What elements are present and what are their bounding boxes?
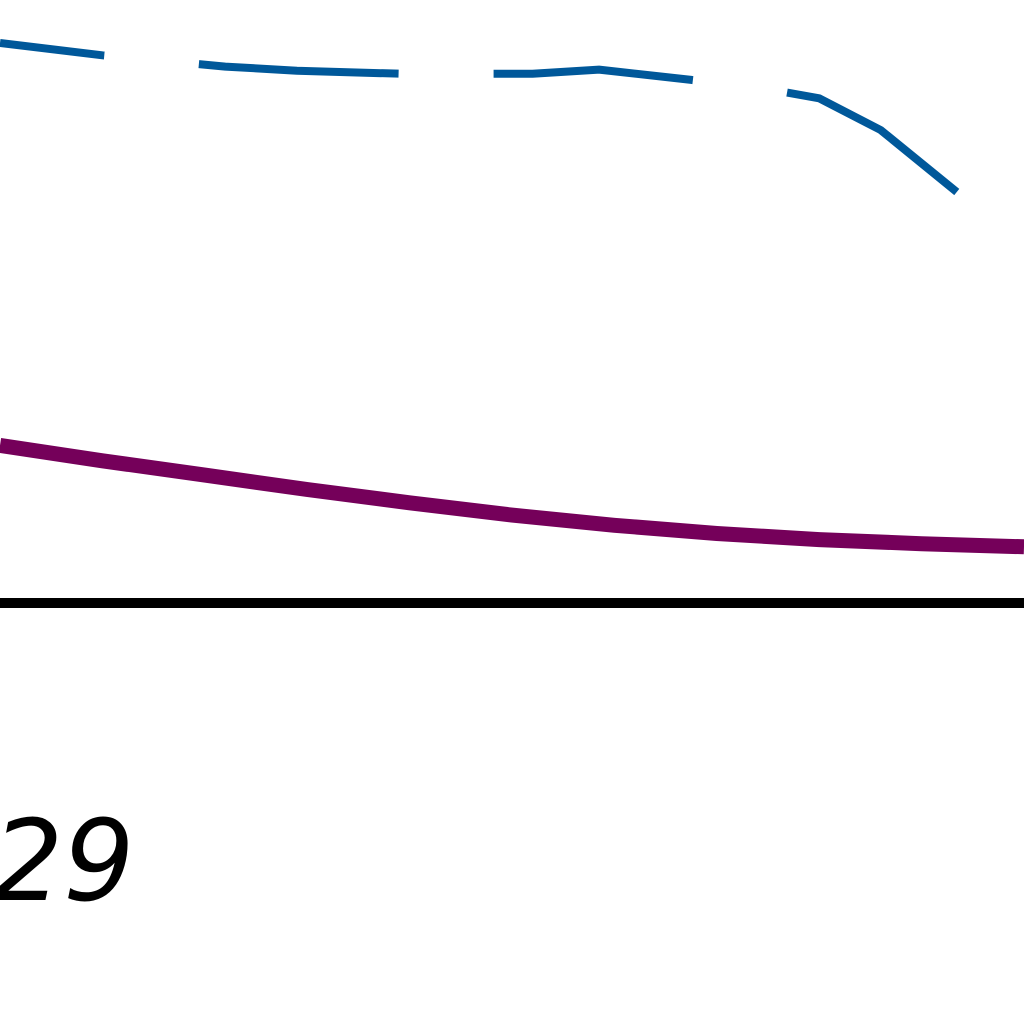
series-line-2 [0, 437, 1024, 555]
series-line-1 [0, 39, 1024, 247]
series-layer [0, 39, 1024, 555]
x-tick-label: 29 [0, 797, 135, 927]
